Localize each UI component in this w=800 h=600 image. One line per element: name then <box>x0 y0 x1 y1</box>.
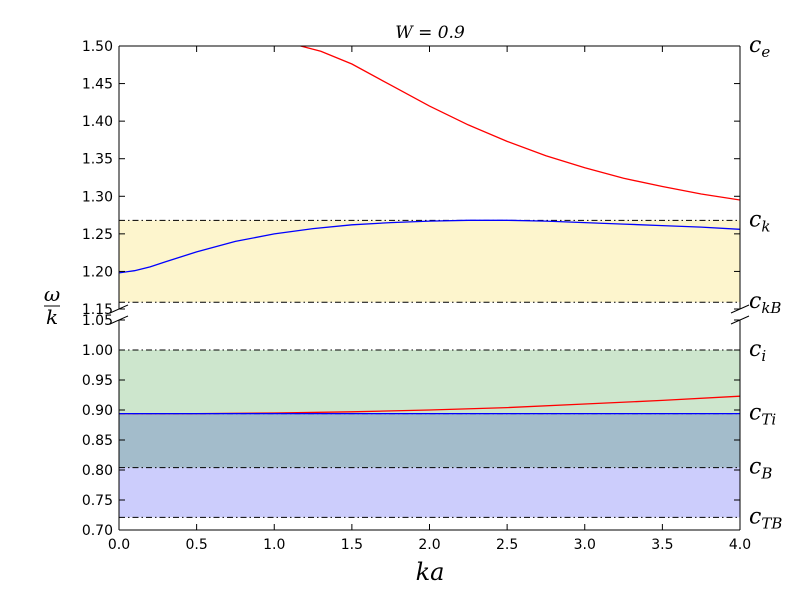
lower-panel: 0.70 0.75 0.80 0.85 0.90 0.95 1.00 1.05 0.0 0.5 1.… <box>82 313 751 553</box>
axis-break-mark <box>730 304 750 314</box>
plot-area <box>119 349 740 518</box>
shaded-band <box>119 413 740 468</box>
reference-label-symbol: c <box>749 455 761 480</box>
y-tick-label: 0.95 <box>82 373 113 389</box>
y-tick-label: 1.50 <box>82 39 113 55</box>
reference-label-subscript: e <box>761 43 770 61</box>
reference-label-subscript: Ti <box>761 411 776 429</box>
data-series-line <box>300 46 740 201</box>
x-tick-label: 0.5 <box>185 537 207 553</box>
reference-label: ci <box>749 337 766 365</box>
x-tick-label: 1.5 <box>341 537 363 553</box>
axis-break-mark <box>109 315 129 325</box>
reference-label: cTi <box>749 401 776 429</box>
reference-label-subscript: TB <box>761 514 782 532</box>
reference-label-symbol: c <box>749 207 761 232</box>
axis-break-mark <box>730 315 750 325</box>
reference-label-symbol: c <box>749 504 761 529</box>
axis-break-marks <box>109 304 750 325</box>
y-tick-label: 1.35 <box>82 152 113 168</box>
reference-label-subscript: k <box>761 217 770 235</box>
shaded-band <box>119 467 740 518</box>
y-tick-label: 1.45 <box>82 77 113 93</box>
axis-break-mark <box>109 304 129 314</box>
reference-label: ce <box>749 33 770 61</box>
y-axis-label-denominator: k <box>46 305 58 329</box>
plot-area <box>119 46 740 303</box>
y-tick-label: 1.40 <box>82 114 113 130</box>
reference-label: cB <box>749 455 772 483</box>
y-tick-label: 1.05 <box>82 313 113 329</box>
reference-label-subscript: B <box>760 465 772 483</box>
x-tick-label: 2.0 <box>418 537 440 553</box>
y-tick-label: 0.80 <box>82 463 113 479</box>
reference-label-subscript: kB <box>761 299 781 317</box>
y-tick-label: 1.30 <box>82 189 113 205</box>
chart-title: W = 0.9 <box>395 23 465 43</box>
y-tick-label: 1.15 <box>82 302 113 318</box>
shaded-band <box>119 350 740 414</box>
reference-label-symbol: c <box>749 289 761 314</box>
x-tick-label: 4.0 <box>729 537 751 553</box>
reference-label: ckB <box>749 289 781 317</box>
x-tick-label: 2.5 <box>496 537 518 553</box>
x-axis-label: ka <box>416 558 445 586</box>
x-tick-label: 0.0 <box>108 537 130 553</box>
y-tick-label: 0.70 <box>82 523 113 539</box>
y-axis-label: ω k <box>44 282 60 329</box>
y-tick-label: 0.85 <box>82 433 113 449</box>
y-tick-label: 0.75 <box>82 493 113 509</box>
shaded-band <box>119 220 740 303</box>
y-tick-label: 1.20 <box>82 264 113 280</box>
reference-label-symbol: c <box>749 337 761 362</box>
y-axis-label-numerator: ω <box>44 282 60 306</box>
y-tick-label: 1.00 <box>82 343 113 359</box>
reference-label-symbol: c <box>749 33 761 58</box>
y-tick-label: 0.90 <box>82 403 113 419</box>
x-tick-label: 1.0 <box>263 537 285 553</box>
reference-label-subscript: i <box>761 347 766 365</box>
reference-label: ck <box>749 207 770 235</box>
reference-label-symbol: c <box>749 401 761 426</box>
x-tick-label: 3.0 <box>574 537 596 553</box>
x-tick-label: 3.5 <box>651 537 673 553</box>
data-series-line <box>119 219 740 274</box>
y-tick-label: 1.25 <box>82 227 113 243</box>
reference-label: cTB <box>749 504 782 532</box>
upper-panel: 1.15 1.20 1.25 1.30 1.35 1.40 1.45 1.50 <box>82 39 741 318</box>
